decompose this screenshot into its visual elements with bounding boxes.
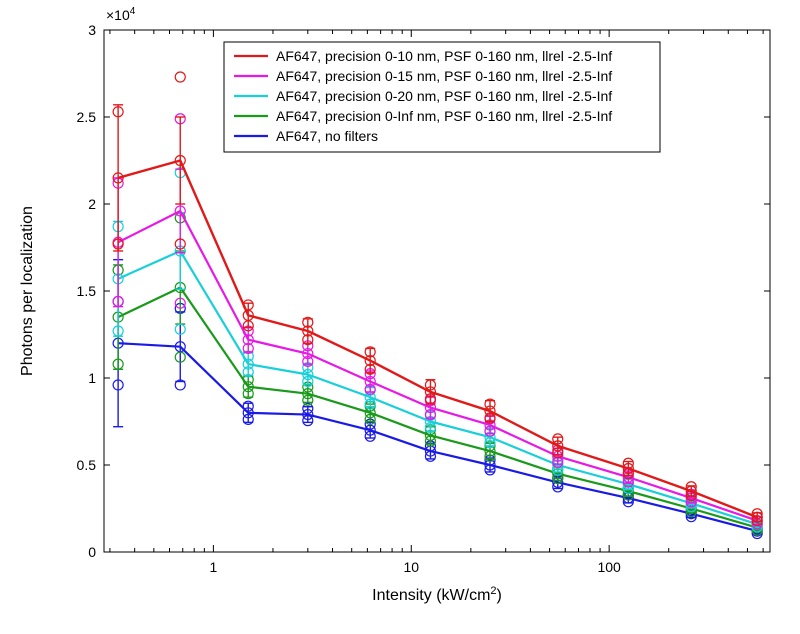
- x-tick-label: 1: [209, 559, 217, 575]
- legend-label: AF647, precision 0-Inf nm, PSF 0-160 nm,…: [276, 108, 612, 124]
- legend-label: AF647, precision 0-20 nm, PSF 0-160 nm, …: [276, 88, 612, 104]
- y-tick-label: 0.5: [77, 457, 97, 473]
- y-axis-label: Photons per localization: [19, 206, 36, 376]
- y-tick-label: 3: [88, 22, 96, 38]
- x-tick-label: 100: [597, 559, 621, 575]
- legend-label: AF647, no filters: [276, 128, 378, 144]
- legend-label: AF647, precision 0-15 nm, PSF 0-160 nm, …: [276, 68, 612, 84]
- y-tick-label: 1.5: [77, 283, 97, 299]
- legend: AF647, precision 0-10 nm, PSF 0-160 nm, …: [224, 42, 660, 152]
- legend-label: AF647, precision 0-10 nm, PSF 0-160 nm, …: [276, 48, 612, 64]
- photons-vs-intensity-chart: ×10400.511.522.53110100Photons per local…: [0, 0, 800, 634]
- x-axis-label: Intensity (kW/cm2): [372, 585, 502, 604]
- y-tick-label: 2: [88, 196, 96, 212]
- y-tick-label: 2.5: [77, 109, 97, 125]
- x-tick-label: 10: [403, 559, 419, 575]
- y-tick-label: 1: [88, 370, 96, 386]
- y-tick-label: 0: [88, 544, 96, 560]
